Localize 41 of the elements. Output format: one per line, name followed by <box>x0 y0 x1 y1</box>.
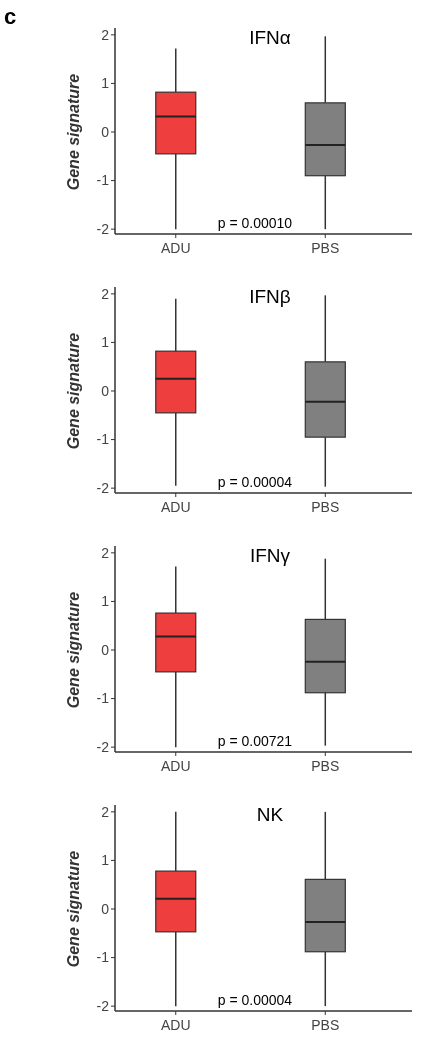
x-tick-label: PBS <box>311 1017 340 1033</box>
y-tick-label: -2 <box>96 998 110 1015</box>
y-axis-title: Gene signature <box>65 850 82 968</box>
chart-title: IFNγ <box>249 545 291 566</box>
y-axis-title: Gene signature <box>65 332 82 450</box>
x-tick-label: ADU <box>160 499 191 515</box>
chart-title: NK <box>256 804 284 825</box>
y-tick-label: -1 <box>96 172 110 189</box>
y-tick-label: 0 <box>101 641 110 658</box>
y-tick-label: 2 <box>101 26 110 43</box>
y-tick-label: 1 <box>101 75 110 92</box>
y-tick-label: -2 <box>96 221 110 238</box>
x-tick-label: ADU <box>160 758 191 774</box>
y-tick-label: 1 <box>101 593 110 610</box>
text: c <box>4 4 17 29</box>
y-tick-label: 2 <box>101 544 110 561</box>
y-tick-label: -1 <box>96 690 110 707</box>
y-tick-label: -1 <box>96 949 110 966</box>
y-tick-label: -2 <box>96 739 110 756</box>
y-tick-label: 2 <box>101 285 110 302</box>
x-tick-label: ADU <box>160 1017 191 1033</box>
y-tick-label: -1 <box>96 431 110 448</box>
x-tick-label: PBS <box>311 758 340 774</box>
y-tick-label: 0 <box>101 123 110 140</box>
y-tick-label: 1 <box>101 334 110 351</box>
x-tick-label: ADU <box>160 240 191 256</box>
annotation: p = 0.00010 <box>217 215 293 231</box>
annotation: p = 0.00004 <box>217 474 293 490</box>
x-tick-label: PBS <box>311 499 340 515</box>
y-tick-label: 0 <box>101 382 110 399</box>
y-axis-title: Gene signature <box>65 591 82 709</box>
chart-title: IFNβ <box>249 286 291 307</box>
y-tick-label: 0 <box>101 900 110 917</box>
y-axis-title: Gene signature <box>65 73 82 191</box>
x-tick-label: PBS <box>311 240 340 256</box>
annotation: p = 0.00004 <box>217 992 293 1008</box>
y-tick-label: -2 <box>96 480 110 497</box>
annotation: p = 0.00721 <box>217 733 293 749</box>
y-tick-label: 2 <box>101 803 110 820</box>
chart-title: IFNα <box>249 27 291 48</box>
y-tick-label: 1 <box>101 852 110 869</box>
